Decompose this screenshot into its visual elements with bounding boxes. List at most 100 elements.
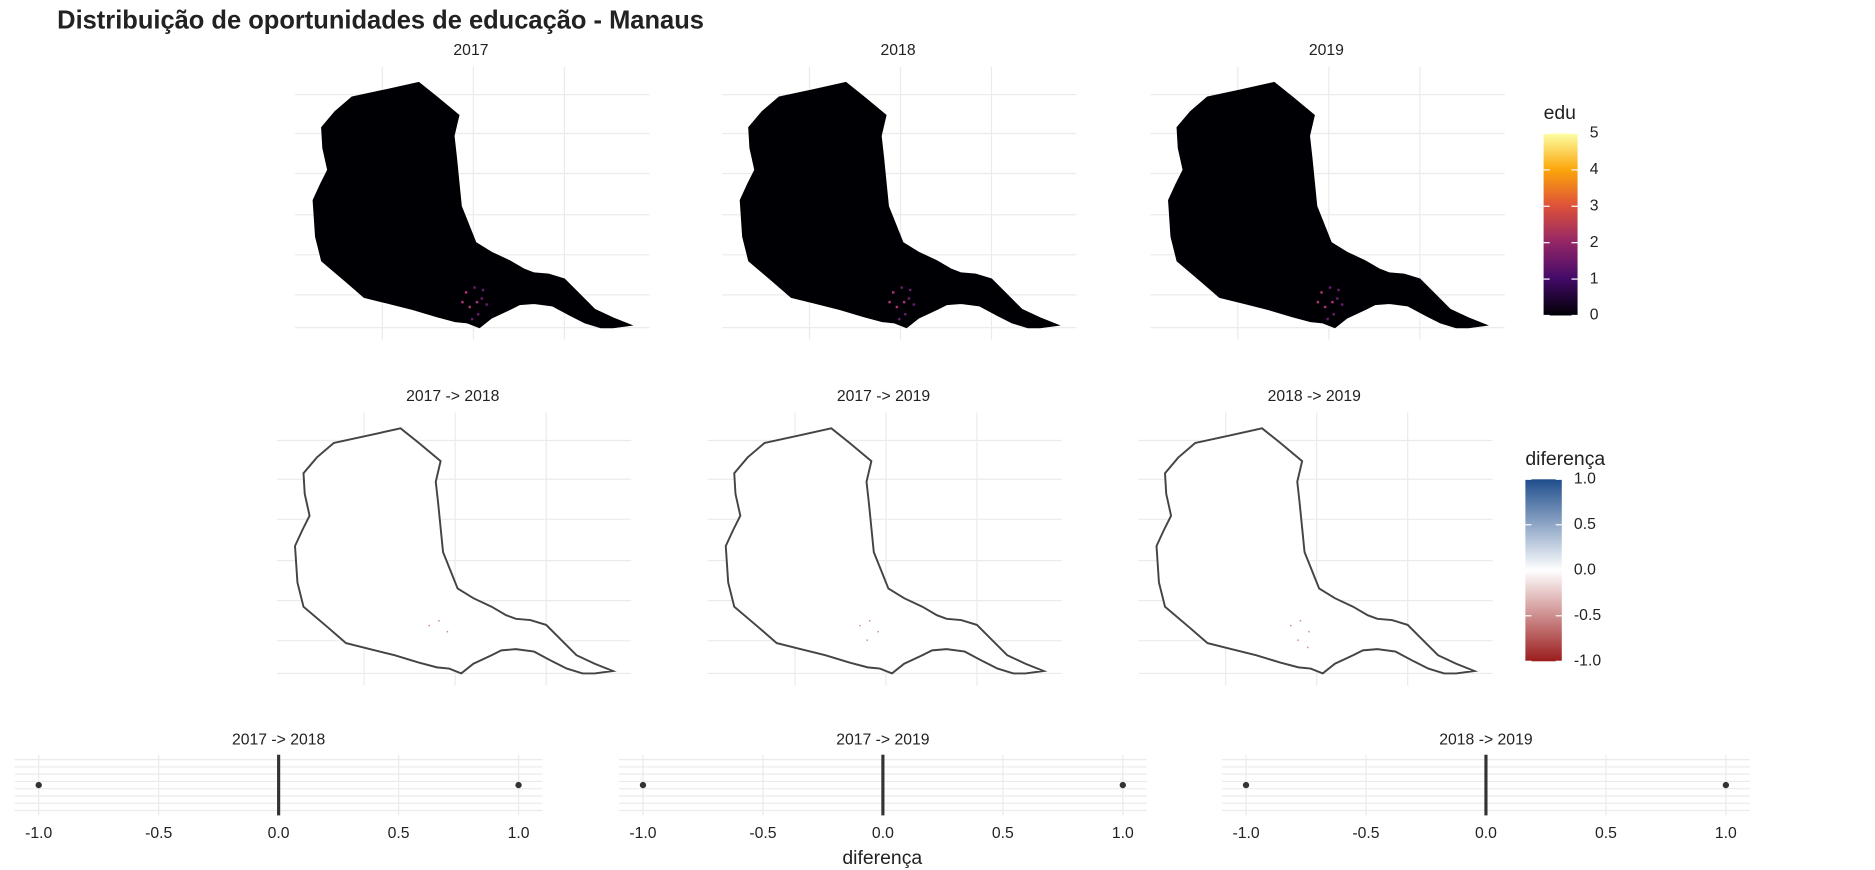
colorbar [1543, 133, 1578, 316]
outlier [35, 781, 42, 789]
legend-tick-label: -1.0 [1574, 652, 1601, 669]
map-cell [480, 297, 484, 300]
map-cell [866, 639, 868, 641]
map-cell [895, 305, 899, 309]
map-cell [446, 630, 449, 633]
map [294, 427, 614, 675]
facet-label: 2017 [453, 42, 488, 59]
facet-label: 2017 -> 2018 [406, 388, 500, 405]
map-region [724, 427, 1045, 675]
map-cell [428, 624, 430, 627]
outlier [1242, 781, 1250, 789]
map-region [294, 427, 614, 675]
map-cell [1337, 288, 1340, 292]
map-cell [1316, 300, 1320, 304]
map-cell [1331, 300, 1334, 304]
outlier [1119, 781, 1126, 789]
facet-label: 2018 -> 2019 [1268, 388, 1362, 405]
map-cell [473, 286, 476, 289]
legend-title: diferença [1525, 448, 1605, 470]
map-cell [908, 288, 912, 292]
legend-tick-label: -0.5 [1574, 607, 1601, 624]
legend-tick-label: 1 [1590, 270, 1599, 287]
map-cell [1336, 297, 1339, 300]
outlier [1722, 781, 1730, 789]
x-tick-label: -1.0 [629, 825, 656, 842]
x-tick-label: 0.0 [268, 825, 290, 842]
map [1168, 81, 1488, 329]
map-cell [1306, 646, 1309, 649]
map-cell [900, 286, 903, 289]
x-tick-label: 0.5 [388, 825, 410, 842]
legend-tick-label: 5 [1590, 125, 1599, 142]
legend-tick-label: 2 [1590, 234, 1599, 251]
map [739, 81, 1059, 329]
map-cell [904, 313, 907, 316]
facet-label: 2017 -> 2019 [837, 388, 931, 405]
map-cell [868, 620, 871, 622]
map-cell [438, 620, 440, 622]
facet-label: 2018 [881, 42, 916, 59]
map-region [739, 81, 1059, 329]
map-cell [470, 317, 474, 321]
x-tick-label: 1.0 [1112, 825, 1134, 842]
map-cell [485, 303, 488, 306]
x-tick-label: 0.5 [992, 825, 1014, 842]
map-cell [475, 300, 479, 304]
legend-tick-label: 0.0 [1574, 561, 1596, 578]
map-region [312, 81, 632, 329]
map-cell [912, 303, 916, 306]
facet-label: 2017 -> 2019 [836, 731, 930, 748]
outlier [515, 781, 522, 789]
legend-tick-label: 1.0 [1574, 470, 1596, 487]
outlier [639, 781, 647, 789]
legend-tick-label: 4 [1590, 161, 1599, 178]
x-tick-label: 1.0 [508, 825, 530, 842]
map-cell [907, 297, 911, 300]
legend-tick-label: 0.5 [1574, 516, 1596, 533]
x-tick-label: -0.5 [749, 825, 776, 842]
x-tick-label: -1.0 [25, 825, 52, 842]
facet-label: 2017 -> 2018 [232, 731, 326, 748]
map-cell [898, 317, 901, 321]
map-cell [877, 630, 879, 633]
map-cell [477, 313, 480, 316]
map-cell [1308, 630, 1310, 633]
legend-tick-label: 3 [1590, 197, 1599, 214]
map-cell [1340, 303, 1344, 306]
map-cell [464, 291, 468, 294]
map-cell [1323, 305, 1327, 309]
map-cell [859, 624, 861, 627]
x-tick-label: 0.0 [1475, 825, 1497, 842]
x-tick-label: -1.0 [1232, 825, 1259, 842]
facet-label: 2019 [1309, 42, 1344, 59]
x-tick-label: 0.0 [872, 825, 894, 842]
legend-title: edu [1544, 102, 1576, 124]
map-cell [902, 300, 906, 304]
map [1155, 427, 1476, 675]
map-cell [888, 300, 891, 304]
map [724, 427, 1045, 675]
map-region [1155, 427, 1476, 675]
facet-label: 2018 -> 2019 [1439, 731, 1533, 748]
map-cell [1328, 286, 1332, 289]
map-cell [1320, 291, 1323, 294]
map-cell [1297, 639, 1299, 641]
map-cell [468, 305, 471, 309]
map-cell [1289, 624, 1292, 627]
map-cell [481, 288, 485, 292]
x-tick-label: 0.5 [1595, 825, 1617, 842]
map-cell [1332, 313, 1335, 316]
map-cell [461, 300, 464, 304]
map [312, 81, 632, 329]
figure-title: Distribuição de oportunidades de educaçã… [57, 7, 704, 35]
legend-tick-label: 0 [1590, 307, 1599, 324]
x-tick-label: -0.5 [145, 825, 172, 842]
map-cell [891, 291, 895, 294]
x-tick-label: -0.5 [1352, 825, 1379, 842]
map-cell [1299, 620, 1302, 622]
map-cell [1326, 317, 1329, 321]
x-axis-label: diferença [842, 847, 922, 869]
x-tick-label: 1.0 [1715, 825, 1737, 842]
